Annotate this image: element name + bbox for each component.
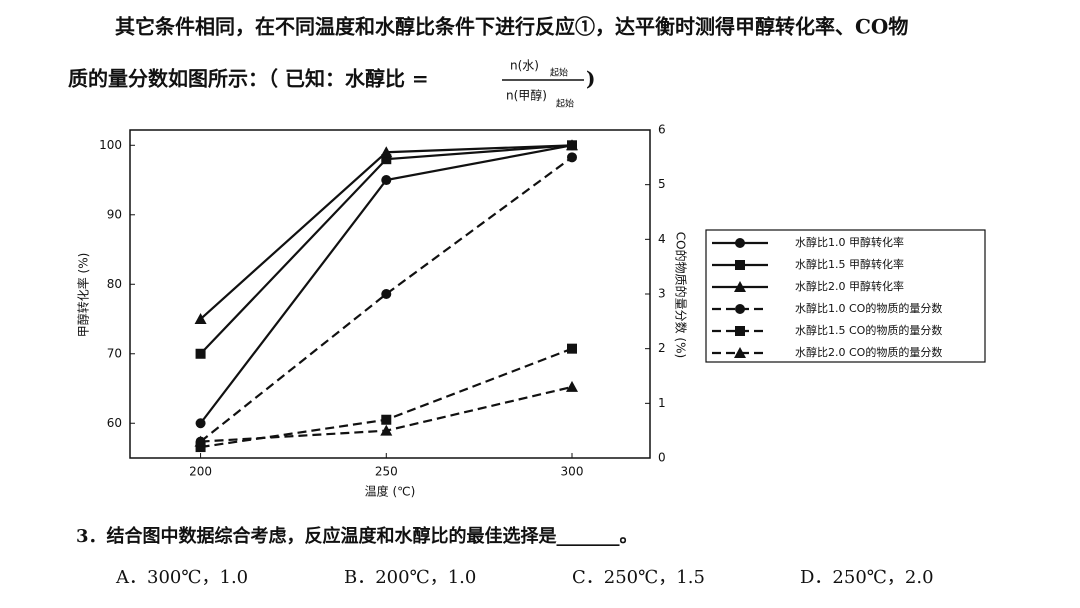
question: 3．结合图中数据综合考虑，反应温度和水醇比的最佳选择是_______。 (76, 525, 638, 547)
intro-line: 质的量分数如图所示：（ 已知：水醇比 = (68, 67, 429, 91)
y2-axis-label: CO的物质的量分数 (%) (674, 232, 689, 358)
marker (735, 304, 745, 314)
y-tick-label: 100 (99, 138, 122, 152)
y2-tick-label: 3 (658, 287, 666, 301)
marker (380, 146, 393, 158)
series-line (199, 144, 573, 424)
marker (194, 435, 207, 447)
y2-tick-label: 1 (658, 396, 666, 410)
marker (567, 152, 577, 163)
option: D．250℃，2.0 (800, 567, 934, 588)
marker (194, 313, 207, 325)
marker (566, 139, 578, 151)
legend-label: 水醇比1.5 CO的物质的量分数 (795, 323, 942, 337)
option: A．300℃，1.0 (115, 567, 248, 588)
x-tick-label: 200 (189, 465, 212, 479)
legend-frame (705, 229, 986, 363)
marker (735, 260, 745, 270)
marker (735, 238, 745, 248)
legend-label: 水醇比1.5 甲醇转化率 (795, 257, 904, 271)
marker (195, 442, 206, 453)
y-axis-label: 甲醇转化率 (%) (76, 253, 91, 338)
marker (734, 347, 746, 358)
y-tick-label: 90 (107, 207, 122, 221)
intro-close: ) (586, 67, 595, 91)
y2-tick-label: 2 (658, 341, 666, 355)
x-tick-label: 300 (561, 465, 584, 479)
fraction-denominator: n(甲醇) (506, 88, 547, 103)
option: B．200℃，1.0 (344, 567, 476, 588)
y2-tick-label: 4 (658, 232, 666, 246)
y-tick-label: 80 (107, 277, 122, 291)
legend-label: 水醇比1.0 甲醇转化率 (795, 235, 904, 249)
marker (380, 424, 393, 436)
marker (566, 380, 578, 392)
marker (381, 289, 392, 299)
marker (381, 154, 392, 165)
legend-label: 水醇比2.0 CO的物质的量分数 (795, 345, 942, 359)
marker (735, 326, 745, 336)
y2-tick-label: 5 (658, 177, 666, 191)
option: C．250℃，1.5 (572, 567, 705, 588)
y-tick-label: 60 (107, 416, 122, 430)
legend-label: 水醇比2.0 甲醇转化率 (795, 279, 904, 293)
legend-label: 水醇比1.0 CO的物质的量分数 (795, 301, 942, 315)
y-tick-label: 70 (107, 346, 122, 360)
marker (734, 281, 746, 292)
fraction-subscript: 起始 (556, 98, 574, 110)
fraction-numerator: n(水) (510, 59, 539, 73)
series-line (199, 156, 573, 443)
x-tick-label: 250 (375, 465, 398, 479)
marker (381, 414, 392, 425)
marker (195, 418, 206, 429)
marker (195, 348, 206, 359)
y2-tick-label: 0 (658, 451, 666, 465)
marker (381, 175, 392, 186)
y2-tick-label: 6 (658, 123, 666, 137)
fraction-subscript: 起始 (550, 67, 568, 79)
x-axis-label: 温度 (℃) (365, 484, 416, 499)
intro-line: 其它条件相同，在不同温度和水醇比条件下进行反应①，达平衡时测得甲醇转化率、CO物 (115, 15, 908, 39)
marker (567, 343, 577, 354)
